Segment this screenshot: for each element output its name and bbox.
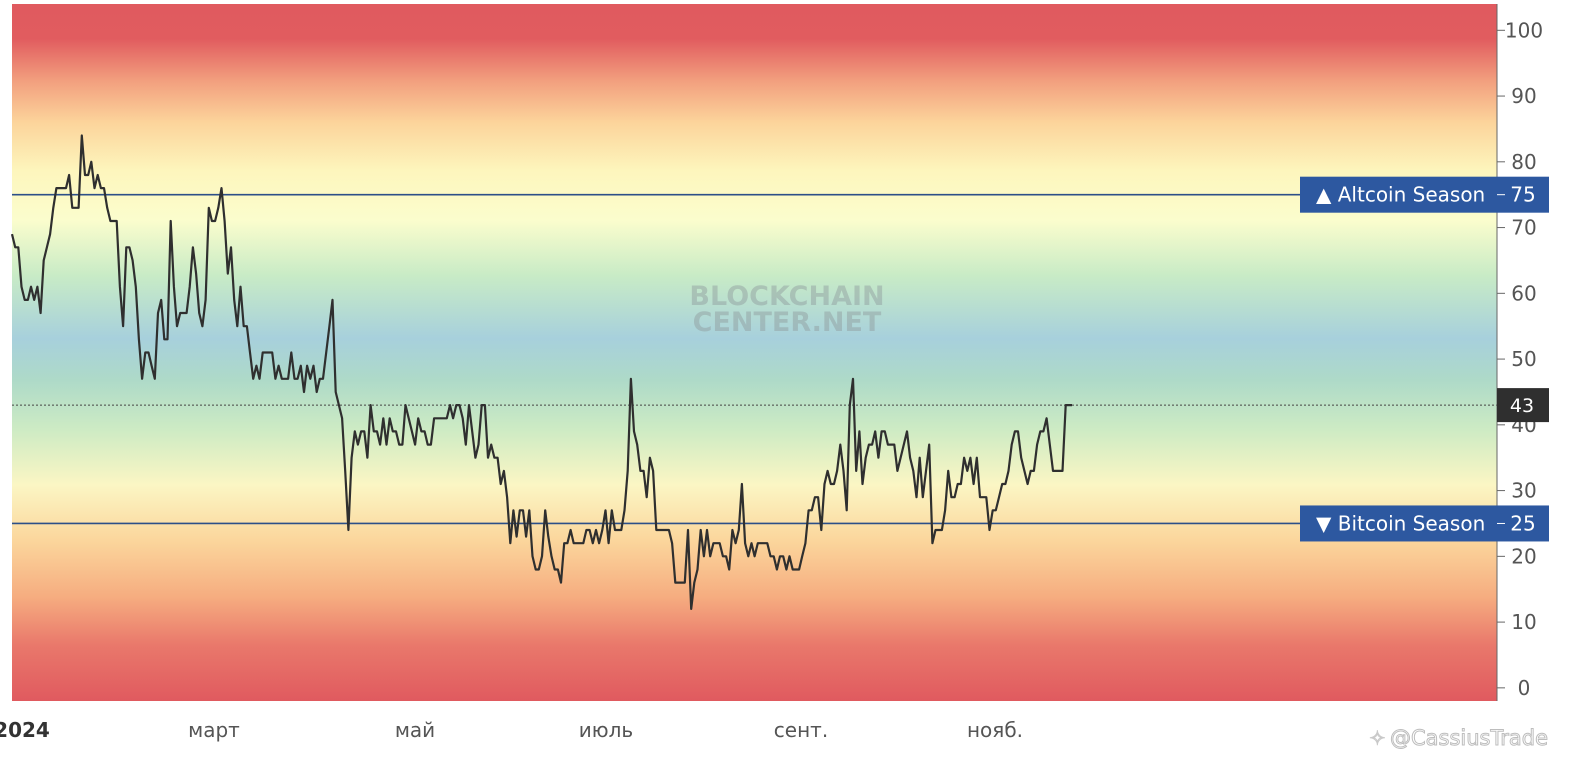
x-tick-label: нояб. [967, 718, 1023, 742]
x-tick-label: март [188, 718, 240, 742]
threshold-badge-value: 75 [1510, 183, 1535, 207]
watermark: BLOCKCHAIN CENTER.NET [689, 281, 884, 338]
y-tick-label: 0 [1518, 676, 1531, 700]
y-tick-label: 20 [1511, 544, 1536, 568]
current-value-badge: 43 [1497, 388, 1549, 423]
threshold-badge-bg [1300, 176, 1549, 213]
x-tick-label: 2024 [0, 718, 50, 742]
credit: ✧ @CassiusTrade [1369, 726, 1549, 751]
y-tick-label: 100 [1505, 18, 1543, 42]
y-tick-label: 50 [1511, 347, 1536, 371]
threshold-badges: ▲ Altcoin Season 75 ▼ Bitcoin Season 25 [1300, 176, 1549, 542]
y-tick-label: 60 [1511, 281, 1536, 305]
plot-background [12, 4, 1497, 701]
y-tick-label: 30 [1511, 479, 1536, 503]
threshold-badge-value: 25 [1510, 511, 1535, 535]
x-tick-label: июль [579, 718, 633, 742]
series-line-altcoin-season-index [10, 134, 1072, 610]
x-axis: 2024 март май июль сент. нояб. [0, 718, 1023, 742]
y-tick-label: 10 [1511, 610, 1536, 634]
y-tick-label: 70 [1511, 216, 1536, 240]
y-tick-label: 80 [1511, 150, 1536, 174]
watermark-line-1: BLOCKCHAIN [689, 281, 884, 312]
credit-icon: ✧ [1369, 726, 1386, 750]
threshold-badge-label: ▲ Altcoin Season [1316, 183, 1485, 207]
watermark-line-2: CENTER.NET [693, 307, 882, 338]
current-value-label: 43 [1510, 395, 1534, 417]
x-tick-label: сент. [774, 718, 828, 742]
threshold-badge-label: ▼ Bitcoin Season [1316, 511, 1485, 535]
x-tick-label: май [395, 718, 435, 742]
threshold-badge-bg [1300, 505, 1549, 542]
credit-text: @CassiusTrade [1390, 726, 1548, 750]
threshold-lines [12, 193, 1497, 525]
y-tick-label: 90 [1511, 84, 1536, 108]
current-value-badge-bg [1497, 388, 1549, 423]
